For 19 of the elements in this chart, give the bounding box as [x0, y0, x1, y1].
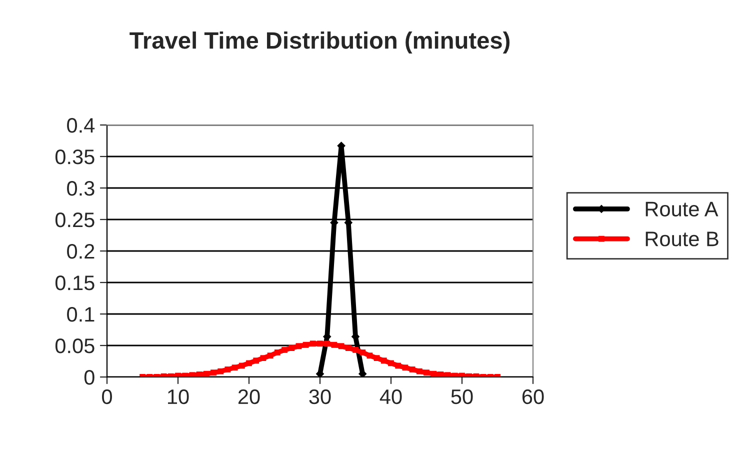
legend-label: Route B — [646, 232, 718, 246]
y-tick-label: 0 — [84, 370, 94, 385]
x-tick-label: 60 — [522, 389, 544, 404]
legend-label: Route A — [646, 202, 718, 216]
x-tick-label: 50 — [451, 389, 473, 404]
y-tick-label: 0.35 — [55, 150, 94, 164]
x-tick-label: 20 — [238, 389, 260, 404]
x-tick-label: 0 — [102, 389, 112, 404]
y-tick-label: 0.4 — [67, 118, 95, 133]
y-tick-label: 0.3 — [67, 181, 94, 196]
x-tick-label: 30 — [309, 389, 331, 404]
y-tick-label: 0.2 — [67, 244, 94, 259]
y-tick-label: 0.15 — [55, 276, 94, 290]
chart-title: Travel Time Distribution (minutes) — [130, 32, 510, 54]
x-tick-label: 10 — [168, 389, 189, 404]
y-tick-label: 0.1 — [67, 307, 94, 322]
x-tick-label: 40 — [380, 389, 402, 404]
y-tick-label: 0.25 — [55, 212, 94, 228]
y-tick-label: 0.05 — [55, 338, 94, 354]
